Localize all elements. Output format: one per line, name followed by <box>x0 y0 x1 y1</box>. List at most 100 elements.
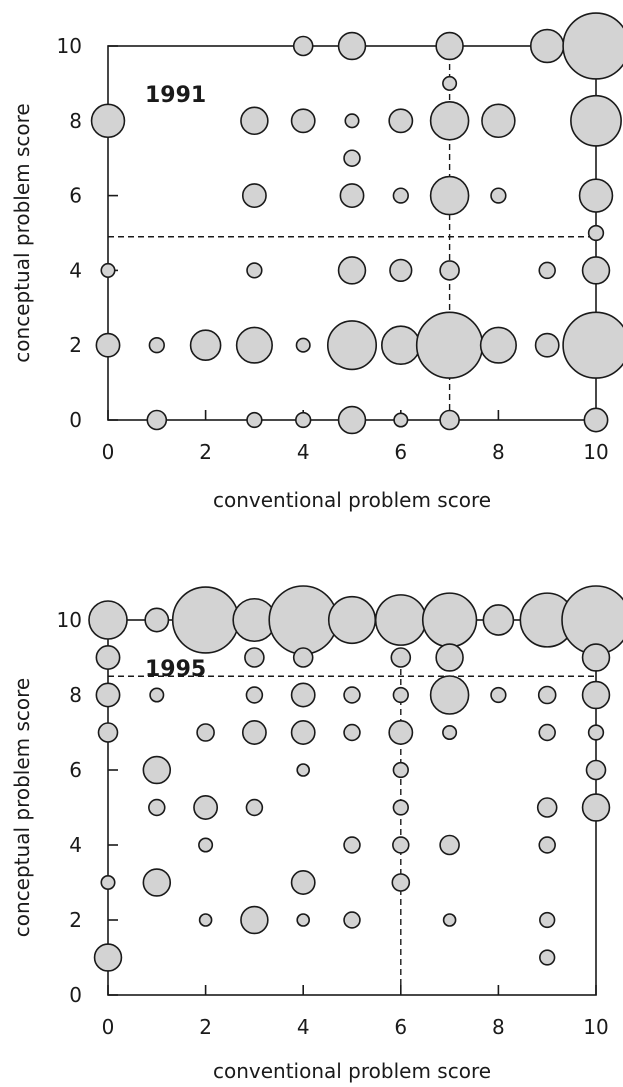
data-bubble <box>390 647 412 668</box>
y-tick-label: 0 <box>69 983 82 1007</box>
data-bubble <box>268 585 339 655</box>
chart-1991: 0 2 4 6 8 10 0 2 4 6 8 10 conventional problem scor… <box>10 12 623 512</box>
bubbles-1995 <box>88 585 623 972</box>
data-bubble <box>392 761 409 779</box>
data-bubble <box>337 31 367 61</box>
y-axis-title-1991: conceptual problem score <box>10 103 34 362</box>
y-tick-label: 8 <box>69 683 82 707</box>
y-tick-label: 0 <box>69 408 82 432</box>
data-bubble <box>235 326 273 364</box>
data-bubble <box>429 101 470 141</box>
data-bubble <box>326 320 378 371</box>
data-bubble <box>146 409 168 431</box>
data-bubble <box>583 407 609 433</box>
ticks-1995: 0 2 4 6 8 10 0 2 4 6 8 10 <box>57 608 609 1039</box>
data-bubble <box>142 868 172 897</box>
data-bubble <box>290 870 316 895</box>
y-tick-label: 10 <box>57 34 82 58</box>
y-tick-label: 4 <box>69 833 82 857</box>
data-bubble <box>246 411 263 429</box>
data-bubble <box>93 943 123 972</box>
x-tick-label: 8 <box>492 1015 505 1039</box>
data-bubble <box>391 873 411 892</box>
data-bubble <box>490 686 507 704</box>
data-bubble <box>490 187 507 204</box>
data-bubble <box>148 798 166 817</box>
data-bubble <box>144 607 170 633</box>
data-bubble <box>240 905 269 935</box>
data-bubble <box>587 724 605 741</box>
data-bubble <box>435 31 464 61</box>
data-bubble <box>538 836 556 854</box>
ticks-1991: 0 2 4 6 8 10 0 2 4 6 8 10 <box>57 34 609 464</box>
data-bubble <box>246 262 263 279</box>
data-bubble <box>581 256 611 285</box>
data-bubble <box>88 600 128 640</box>
data-bubble <box>198 913 213 927</box>
data-bubble <box>337 256 367 285</box>
data-bubble <box>343 149 361 167</box>
data-bubble <box>343 911 361 929</box>
data-bubble <box>95 645 121 670</box>
data-bubble <box>149 687 165 703</box>
x-tick-label: 4 <box>297 440 310 464</box>
bubbles-1991 <box>90 12 623 435</box>
data-bubble <box>327 595 377 645</box>
data-bubble <box>581 680 611 710</box>
data-bubble <box>295 411 312 429</box>
data-bubble <box>337 405 367 435</box>
data-bubble <box>534 332 560 358</box>
x-axis-title-1995: conventional problem score <box>213 1059 491 1083</box>
data-bubble <box>292 647 314 668</box>
data-bubble <box>570 94 622 147</box>
data-bubble <box>439 260 460 281</box>
x-tick-label: 6 <box>394 440 407 464</box>
data-bubble <box>193 795 219 820</box>
x-axis-title-1991: conventional problem score <box>213 488 491 512</box>
data-bubble <box>241 183 267 209</box>
data-bubble <box>295 337 311 353</box>
data-bubble <box>240 106 269 136</box>
data-bubble <box>292 35 314 57</box>
data-bubble <box>380 325 421 366</box>
data-bubble <box>578 178 614 213</box>
data-bubble <box>95 682 121 708</box>
data-bubble <box>343 723 361 742</box>
data-bubble <box>245 686 264 704</box>
x-tick-label: 6 <box>394 1015 407 1039</box>
y-axis-title-1995: conceptual problem score <box>10 678 34 937</box>
data-bubble <box>439 834 460 856</box>
data-bubble <box>142 755 172 785</box>
data-bubble <box>585 759 607 781</box>
data-bubble <box>290 108 316 134</box>
data-bubble <box>429 675 470 715</box>
data-bubble <box>538 261 556 280</box>
data-bubble <box>482 604 515 636</box>
data-bubble <box>344 113 360 129</box>
data-bubble <box>171 586 240 654</box>
data-bubble <box>536 797 558 818</box>
data-bubble <box>539 949 556 966</box>
data-bubble <box>539 911 556 929</box>
chart-1995: 0 2 4 6 8 10 0 2 4 6 8 10 conventional problem scor… <box>10 585 623 1083</box>
data-bubble <box>97 722 119 743</box>
data-bubble <box>562 12 623 80</box>
year-label-1995: 1995 <box>145 657 206 682</box>
data-bubble <box>435 643 464 672</box>
data-bubble <box>339 183 365 209</box>
data-bubble <box>90 103 126 139</box>
data-bubble <box>415 311 484 379</box>
x-tick-label: 4 <box>297 1015 310 1039</box>
x-tick-label: 10 <box>583 440 608 464</box>
x-tick-label: 0 <box>102 440 115 464</box>
data-bubble <box>148 337 165 354</box>
x-tick-label: 0 <box>102 1015 115 1039</box>
data-bubble <box>538 723 556 742</box>
data-bubble <box>442 913 457 927</box>
x-tick-label: 8 <box>492 440 505 464</box>
y-tick-label: 2 <box>69 908 82 932</box>
data-bubble <box>343 686 361 704</box>
y-tick-label: 8 <box>69 109 82 133</box>
data-bubble <box>392 686 409 704</box>
